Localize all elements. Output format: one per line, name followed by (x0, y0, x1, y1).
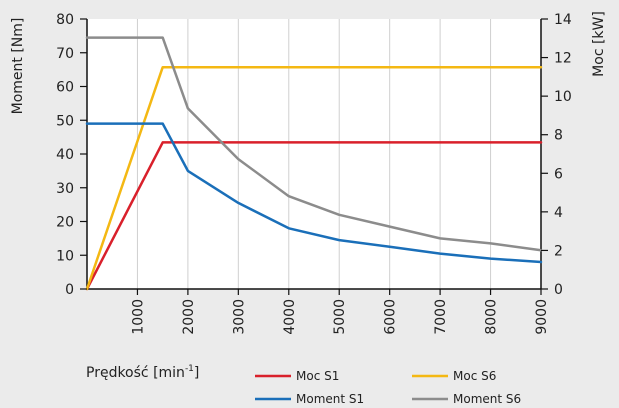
x-tick-label-8000: 8000 (484, 299, 500, 335)
y-axis-right-title: Moc [kW] (591, 11, 607, 77)
x-tick-label-2000: 2000 (181, 299, 197, 335)
y-left-tick-label-40: 40 (56, 147, 74, 163)
x-axis-title-main: Prędkość [min (86, 365, 185, 381)
legend-label-moc-s1: Moc S1 (296, 369, 339, 383)
x-tick-label-4000: 4000 (282, 299, 298, 335)
x-tick-label-7000: 7000 (433, 299, 449, 335)
y-axis-left-title: Moment [Nm] (10, 18, 26, 115)
x-axis-title-end: ] (194, 365, 199, 381)
y-left-tick-label-80: 80 (56, 12, 74, 28)
y-right-tick-label-12: 12 (554, 51, 572, 67)
y-left-tick-label-60: 60 (56, 80, 74, 96)
x-tick-label-1000: 1000 (130, 299, 146, 335)
legend: Moc S1 Moc S6 Moment S1 Moment S6 (255, 369, 521, 406)
series-layer (85, 36, 543, 291)
y-left-tick-label-20: 20 (56, 215, 74, 231)
y-left-tick-label-0: 0 (65, 282, 74, 298)
y-right-tick-label-6: 6 (554, 166, 563, 182)
y-right-tick-label-10: 10 (554, 89, 572, 105)
x-axis-title-superscript: -1 (185, 364, 194, 374)
y-right-tick-label-8: 8 (554, 128, 563, 144)
y-right-tick-label-4: 4 (554, 205, 563, 221)
tick-layer: 0 10 20 30 40 50 60 70 80 0 2 4 6 8 10 12 14 1000 2000 3000… (56, 12, 572, 335)
x-axis-title: Prędkość [min-1] (86, 364, 199, 381)
y-left-tick-label-10: 10 (56, 248, 74, 264)
y-right-tick-label-2: 2 (554, 243, 563, 259)
legend-label-moc-s6: Moc S6 (453, 369, 496, 383)
x-tick-label-6000: 6000 (383, 299, 399, 335)
y-right-tick-label-14: 14 (554, 12, 572, 28)
x-tick-label-3000: 3000 (231, 299, 247, 335)
plot-area (87, 19, 541, 289)
y-left-tick-label-70: 70 (56, 46, 74, 62)
series-line-moc-s1 (85, 141, 543, 291)
y-left-tick-label-30: 30 (56, 181, 74, 197)
series-line-moment-s6 (85, 36, 543, 252)
y-left-tick-label-50: 50 (56, 113, 74, 129)
grid-layer (87, 19, 542, 289)
x-tick-label-5000: 5000 (332, 299, 348, 335)
series-line-moment-s1 (85, 122, 543, 264)
x-tick-label-9000: 9000 (534, 299, 550, 335)
legend-label-moment-s1: Moment S1 (296, 392, 364, 406)
legend-label-moment-s6: Moment S6 (453, 392, 521, 406)
y-right-tick-label-0: 0 (554, 282, 563, 298)
series-line-moc-s6 (85, 65, 543, 291)
